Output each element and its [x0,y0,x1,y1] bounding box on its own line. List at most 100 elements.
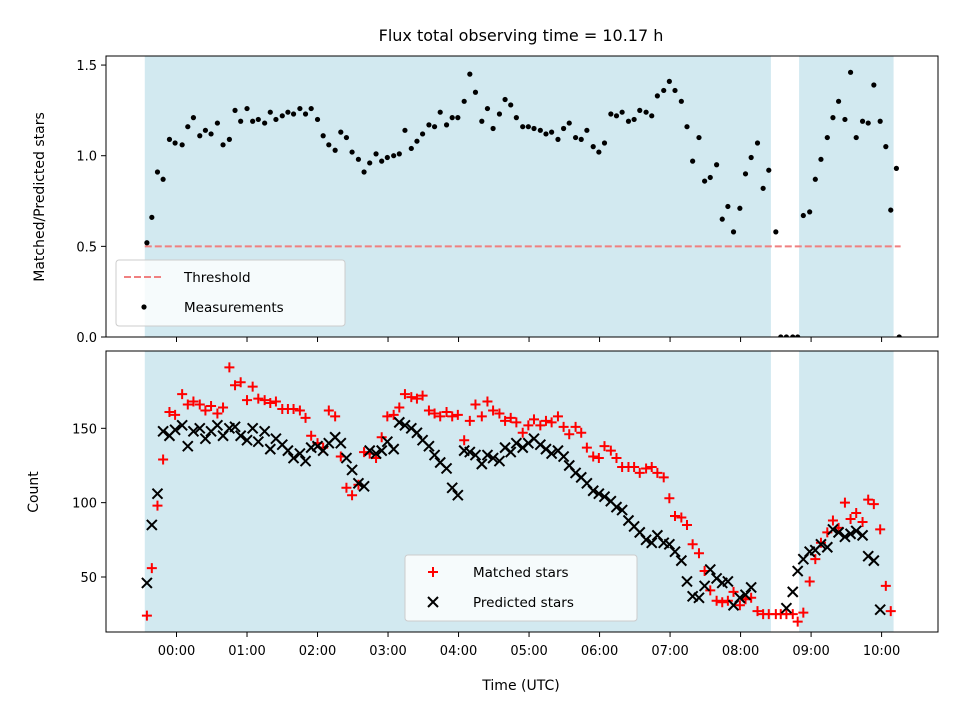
matched-star-point [593,453,604,464]
measurement-point [702,178,708,184]
matched-star-point [570,421,581,432]
matched-star-point [863,494,874,505]
measurement-point [601,140,608,146]
measurement-point [255,116,261,123]
matched-star-point [235,377,246,388]
measurement-point [279,113,285,119]
predicted-star-point [505,446,517,458]
y-tick-label: 0.5 [76,240,97,255]
matched-star-point [810,554,821,565]
measurement-point [414,138,420,144]
predicted-star-point [452,489,464,501]
measurement-point [285,109,291,115]
measurement-point [807,209,813,215]
measurement-point [391,153,397,159]
predicted-star-point [693,592,705,604]
measurement-point [778,334,784,337]
matched-star-point [300,412,311,423]
measurement-point [696,134,702,141]
y-tick-label: 150 [72,422,97,437]
predicted-star-point [791,565,804,577]
measurement-point [349,149,355,155]
matched-star-point [259,395,270,406]
matched-star-point [247,381,258,392]
measurement-point [625,118,632,124]
measurement-point [684,124,690,130]
matched-star-point [804,576,815,587]
matched-star-point [406,392,417,403]
matched-star-point [605,445,616,456]
measurement-point [396,151,402,157]
matched-star-point [224,362,235,373]
x-tick-label: 02:00 [299,644,336,659]
predicted-star-point [850,525,862,537]
measurement-point [461,98,467,104]
legend-predicted-handle [427,596,439,608]
matched-star-point [288,403,299,414]
matched-star-point [880,580,891,591]
measurement-point [166,136,173,142]
predicted-star-point [234,430,247,442]
matched-star-point [827,515,838,526]
matched-star-point [158,454,169,465]
predicted-star-point [481,449,494,461]
measurement-point [302,111,309,117]
matched-star-point [464,415,475,426]
x-tick-label: 01:00 [228,644,265,659]
measurement-point [367,160,373,166]
measurement-point [748,154,754,161]
predicted-star-point [141,577,153,589]
measurement-point [795,334,801,337]
predicted-star-point [370,447,382,460]
measurement-point [566,120,572,126]
predicted-star-point [229,421,241,433]
axes-frame [105,350,939,633]
measurement-point [172,140,178,146]
measurement-point [643,109,649,115]
measurement-point [513,115,519,121]
predicted-star-point [352,477,365,490]
measurement-point [197,133,203,139]
predicted-star-point [764,646,774,656]
predicted-star-point [610,501,623,513]
measurement-point [472,89,479,95]
matched-star-point [588,451,599,462]
predicted-star-point [663,538,676,550]
matched-star-point [394,402,405,413]
measurement-point [226,136,232,142]
predicted-star-point [182,440,194,452]
matched-star-point [641,463,652,474]
predicted-star-point [598,490,611,503]
matched-star-point [851,508,862,519]
measurement-point [490,125,496,132]
measurement-point [672,87,678,94]
measurement-point [800,212,806,219]
y-tick-label: 1.5 [76,59,97,74]
measurement-point [790,334,796,337]
predicted-star-point [557,450,570,463]
axes-frame [105,55,939,338]
predicted-star-point [317,444,329,457]
measurement-point [608,111,614,117]
measurement-point [443,122,450,128]
predicted-star-point [169,424,181,436]
matched-star-point [265,398,276,409]
measurement-point [590,144,596,150]
predicted-star-point [246,422,259,435]
measurement-point [314,116,321,123]
predicted-star-point [146,519,158,531]
measurement-point [449,115,455,121]
matched-star-point [494,408,505,419]
measurement-point [678,98,684,104]
matched-star-point [230,380,241,391]
matched-star-point [182,399,193,410]
measurement-point [824,134,830,141]
measurement-point [402,127,408,133]
measurement-point [361,169,367,175]
predicted-star-point [839,531,851,543]
matched-star-point [839,497,850,508]
predicted-star-point [194,422,206,435]
measurement-point [719,216,725,222]
measurement-point [619,109,625,115]
